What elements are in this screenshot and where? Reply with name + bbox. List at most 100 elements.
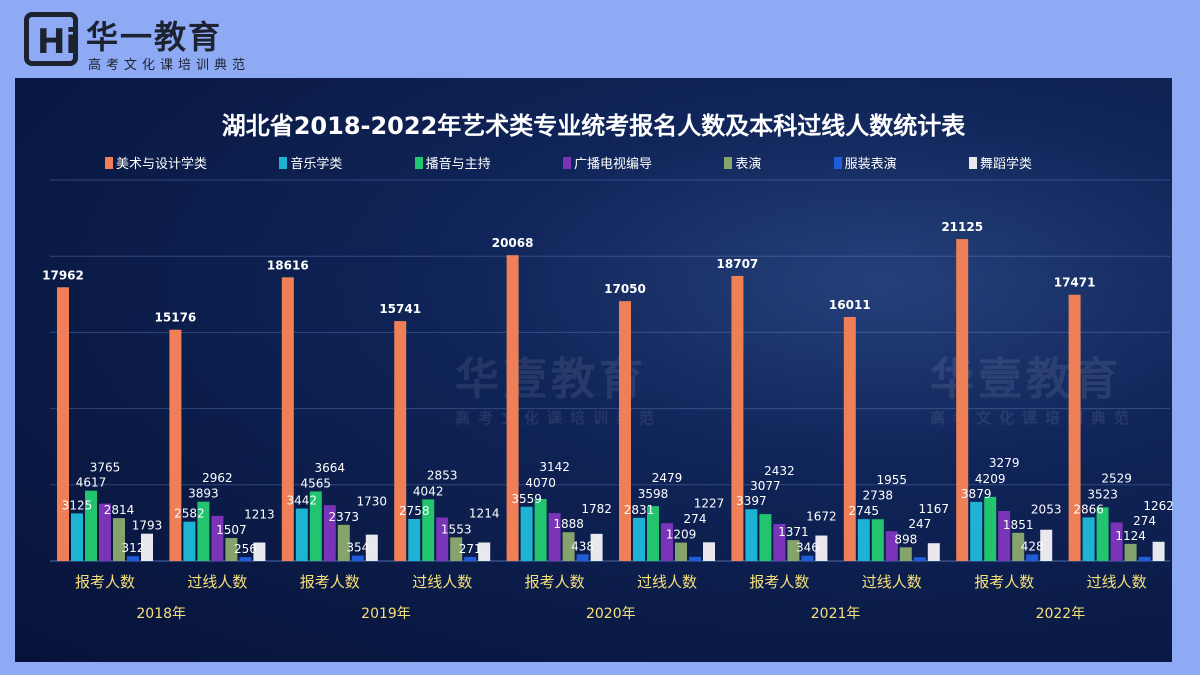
category-label: 过线人数 [412,573,472,591]
data-label: 2373 [329,510,360,524]
data-label: 898 [894,532,917,546]
legend-swatch [105,156,113,169]
data-label: 1782 [581,502,612,516]
bar [99,503,111,561]
data-label: 1167 [919,502,950,516]
data-label: 256 [234,542,257,556]
bar [506,255,519,561]
data-label: 4209 [975,472,1006,486]
bar [71,513,83,561]
legend-label: 服装表演 [844,157,897,172]
bar [619,301,631,561]
bar [169,329,182,561]
data-label: 4070 [525,476,556,490]
bar [323,505,336,561]
data-label: 1793 [132,519,163,533]
category-label: 报考人数 [974,573,1034,591]
category-label: 过线人数 [1087,573,1147,591]
data-label: 17050 [604,282,646,296]
data-label: 15176 [155,311,197,325]
bar [562,532,575,561]
logo-slogan: 高考文化课培训典范 [88,58,251,73]
bar [309,491,322,561]
data-label: 16011 [829,298,871,312]
data-label: 1262 [1143,499,1174,513]
bar [337,524,350,561]
legend-swatch [833,156,842,169]
bar [57,287,69,561]
bar [520,506,533,561]
bar [113,518,125,561]
category-label: 报考人数 [749,573,809,591]
bar [1026,554,1039,561]
data-label: 4617 [76,476,107,490]
bar [913,557,926,561]
data-label: 2529 [1101,471,1132,485]
chart-title: 湖北省2018-2022年艺术类专业统考报名人数及本科过线人数统计表 [221,112,966,140]
data-label: 1730 [357,495,388,509]
legend-swatch [724,156,733,169]
bar [1110,522,1123,561]
year-label: 2021年 [811,606,861,622]
bar [703,542,715,561]
logo: Hi 华一教育 高考文化课培训典范 [22,12,252,73]
watermark: 华壹教育 高考文化课培训典范 [455,343,662,428]
bar [773,523,786,561]
data-label: 2866 [1073,502,1104,516]
legend-item[interactable]: 舞蹈学类 [968,153,1032,172]
legend-item[interactable]: 广播电视编导 [562,153,652,172]
bar [197,501,210,561]
data-label: 1124 [1115,529,1146,543]
data-label: 3765 [90,461,121,475]
legend-item[interactable]: 表演 [724,153,761,172]
data-label: 4042 [413,484,444,498]
bar [239,557,252,561]
data-label: 3077 [750,479,781,493]
bar [281,277,294,561]
data-label: 2745 [849,504,880,518]
data-label: 271 [459,542,482,556]
data-label: 17471 [1054,276,1096,290]
legend-label: 舞蹈学类 [979,157,1032,172]
bar [1082,517,1095,561]
bar [211,515,224,561]
category-label: 报考人数 [300,573,360,591]
legend-swatch [562,156,571,169]
bar [464,556,477,561]
bar [183,521,196,561]
bar [365,534,378,561]
bar [253,542,266,561]
data-label: 1507 [216,523,247,537]
legend: 美术与设计学类 音乐学类 播音与主持 广播电视编导 表演 服装表演 舞蹈学类 [105,153,1032,172]
legend-item[interactable]: 音乐学类 [279,153,342,172]
bar [394,321,407,561]
data-label: 3442 [287,494,318,508]
bar [295,508,308,561]
data-label: 3397 [736,494,767,508]
year-label: 2020年 [586,606,636,622]
data-label: 3559 [511,492,542,506]
data-label: 4565 [301,476,332,490]
bar [647,506,659,561]
bar [871,519,884,561]
legend-item[interactable]: 服装表演 [833,153,897,172]
legend-item[interactable]: 播音与主持 [414,153,491,172]
data-label: 274 [684,512,707,526]
bar [787,540,800,561]
data-label: 274 [1133,514,1156,528]
data-label: 1371 [778,525,809,539]
legend-swatch [414,156,423,169]
legend-label: 广播电视编导 [573,157,652,172]
bar [590,533,603,561]
data-label: 1955 [877,473,908,487]
data-label: 1209 [666,528,697,542]
data-label: 2814 [104,503,135,517]
legend-item[interactable]: 美术与设计学类 [105,153,207,172]
bar [998,511,1011,561]
category-label: 报考人数 [75,573,135,591]
data-label: 3142 [539,460,570,474]
bar [1012,532,1025,561]
bar [1096,507,1109,561]
bar [970,501,983,561]
